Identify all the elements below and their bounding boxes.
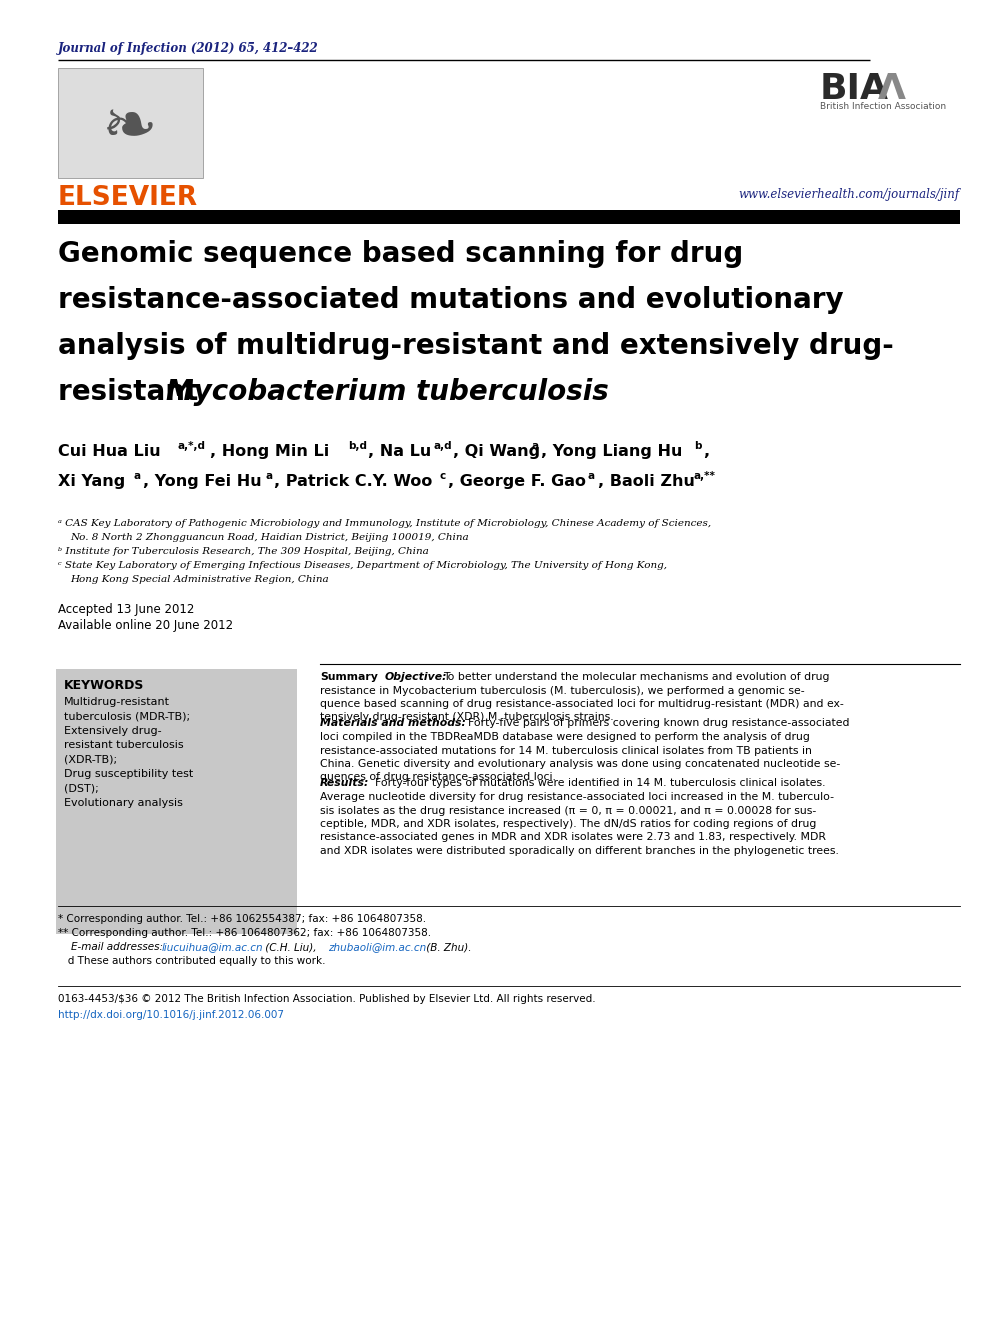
- Bar: [58, 67, 203, 179]
- Text: Forty-five pairs of primers covering known drug resistance-associated: Forty-five pairs of primers covering kno…: [468, 718, 849, 729]
- Text: ** Corresponding author. Tel.: +86 1064807362; fax: +86 1064807358.: ** Corresponding author. Tel.: +86 10648…: [58, 927, 432, 938]
- Text: c: c: [439, 471, 445, 482]
- Text: British Infection Association: British Infection Association: [820, 102, 946, 111]
- Text: Materials and methods:: Materials and methods:: [320, 718, 466, 729]
- Text: , Na Lu: , Na Lu: [368, 445, 432, 459]
- Text: , Yong Fei Hu: , Yong Fei Hu: [143, 474, 262, 490]
- Text: Xi Yang: Xi Yang: [58, 474, 125, 490]
- Text: Cui Hua Liu: Cui Hua Liu: [58, 445, 161, 459]
- Text: Summary: Summary: [320, 672, 378, 681]
- Text: Available online 20 June 2012: Available online 20 June 2012: [58, 619, 233, 632]
- Text: b,d: b,d: [348, 441, 367, 451]
- Text: resistance-associated genes in MDR and XDR isolates were 2.73 and 1.83, respecti: resistance-associated genes in MDR and X…: [320, 832, 826, 843]
- Text: zhubaoli@im.ac.cn: zhubaoli@im.ac.cn: [328, 942, 427, 953]
- Text: ᵇ Institute for Tuberculosis Research, The 309 Hospital, Beijing, China: ᵇ Institute for Tuberculosis Research, T…: [58, 546, 429, 556]
- Text: liucuihua@im.ac.cn: liucuihua@im.ac.cn: [162, 942, 264, 953]
- Text: and XDR isolates were distributed sporadically on different branches in the phyl: and XDR isolates were distributed sporad…: [320, 845, 839, 856]
- Text: (B. Zhu).: (B. Zhu).: [423, 942, 471, 953]
- Text: , Patrick C.Y. Woo: , Patrick C.Y. Woo: [274, 474, 433, 490]
- Text: resistant: resistant: [58, 378, 208, 406]
- Text: resistance-associated mutations for 14 M. tuberculosis clinical isolates from TB: resistance-associated mutations for 14 M…: [320, 745, 811, 755]
- Bar: [56, 669, 297, 934]
- Text: ,: ,: [703, 445, 709, 459]
- Text: (C.H. Liu),: (C.H. Liu),: [262, 942, 319, 953]
- Text: a: a: [265, 471, 272, 482]
- Text: Objective:: Objective:: [385, 672, 447, 681]
- Bar: [58, 210, 960, 224]
- Text: China. Genetic diversity and evolutionary analysis was done using concatenated n: China. Genetic diversity and evolutionar…: [320, 759, 840, 769]
- Text: http://dx.doi.org/10.1016/j.jinf.2012.06.007: http://dx.doi.org/10.1016/j.jinf.2012.06…: [58, 1009, 284, 1020]
- Text: , Hong Min Li: , Hong Min Li: [210, 445, 329, 459]
- Text: tensively drug-resistant (XDR) M. tuberculosis strains.: tensively drug-resistant (XDR) M. tuberc…: [320, 713, 614, 722]
- Text: BIA: BIA: [820, 71, 889, 106]
- Text: ceptible, MDR, and XDR isolates, respectively). The dN/dS ratios for coding regi: ceptible, MDR, and XDR isolates, respect…: [320, 819, 816, 830]
- Text: Average nucleotide diversity for drug resistance-associated loci increased in th: Average nucleotide diversity for drug re…: [320, 792, 834, 802]
- Text: a,**: a,**: [693, 471, 715, 482]
- Text: a,*,d: a,*,d: [178, 441, 206, 451]
- Text: E-mail addresses:: E-mail addresses:: [58, 942, 167, 953]
- Text: KEYWORDS: KEYWORDS: [64, 679, 145, 692]
- Text: a,d: a,d: [433, 441, 451, 451]
- Text: No. 8 North 2 Zhongguancun Road, Haidian District, Beijing 100019, China: No. 8 North 2 Zhongguancun Road, Haidian…: [70, 533, 468, 542]
- Text: , Baoli Zhu: , Baoli Zhu: [598, 474, 694, 490]
- Text: , Yong Liang Hu: , Yong Liang Hu: [541, 445, 682, 459]
- Text: 0163-4453/$36 © 2012 The British Infection Association. Published by Elsevier Lt: 0163-4453/$36 © 2012 The British Infecti…: [58, 994, 595, 1004]
- Text: a: a: [134, 471, 141, 482]
- Text: a: a: [588, 471, 595, 482]
- Text: Forty-four types of mutations were identified in 14 M. tuberculosis clinical iso: Forty-four types of mutations were ident…: [375, 778, 825, 789]
- Text: Results:: Results:: [320, 778, 369, 789]
- Text: To better understand the molecular mechanisms and evolution of drug: To better understand the molecular mecha…: [443, 672, 829, 681]
- Text: d These authors contributed equally to this work.: d These authors contributed equally to t…: [58, 957, 325, 966]
- Text: www.elsevierhealth.com/journals/jinf: www.elsevierhealth.com/journals/jinf: [739, 188, 960, 201]
- Text: * Corresponding author. Tel.: +86 1062554387; fax: +86 1064807358.: * Corresponding author. Tel.: +86 106255…: [58, 914, 427, 923]
- Text: Hong Kong Special Administrative Region, China: Hong Kong Special Administrative Region,…: [70, 576, 328, 583]
- Text: analysis of multidrug-resistant and extensively drug-: analysis of multidrug-resistant and exte…: [58, 332, 894, 360]
- Text: quences of drug resistance-associated loci.: quences of drug resistance-associated lo…: [320, 773, 556, 782]
- Text: , George F. Gao: , George F. Gao: [448, 474, 586, 490]
- Text: a: a: [531, 441, 538, 451]
- Text: Mycobacterium tuberculosis: Mycobacterium tuberculosis: [166, 378, 609, 406]
- Text: b: b: [694, 441, 701, 451]
- Text: loci compiled in the TBDReaMDB database were designed to perform the analysis of: loci compiled in the TBDReaMDB database …: [320, 732, 809, 742]
- Text: Genomic sequence based scanning for drug: Genomic sequence based scanning for drug: [58, 239, 743, 269]
- Text: ELSEVIER: ELSEVIER: [58, 185, 198, 210]
- Text: ᶜ State Key Laboratory of Emerging Infectious Diseases, Department of Microbiolo: ᶜ State Key Laboratory of Emerging Infec…: [58, 561, 667, 570]
- Text: Multidrug-resistant
tuberculosis (MDR-TB);
Extensively drug-
resistant tuberculo: Multidrug-resistant tuberculosis (MDR-TB…: [64, 697, 193, 808]
- Text: resistance-associated mutations and evolutionary: resistance-associated mutations and evol…: [58, 286, 843, 314]
- Text: , Qi Wang: , Qi Wang: [453, 445, 540, 459]
- Text: quence based scanning of drug resistance-associated loci for multidrug-resistant: quence based scanning of drug resistance…: [320, 699, 844, 709]
- Text: Journal of Infection (2012) 65, 412–422: Journal of Infection (2012) 65, 412–422: [58, 42, 318, 56]
- Text: Λ: Λ: [878, 71, 906, 106]
- Text: sis isolates as the drug resistance increased (π = 0, π = 0.00021, and π = 0.000: sis isolates as the drug resistance incr…: [320, 806, 816, 815]
- Text: ❧: ❧: [102, 95, 158, 161]
- Text: resistance in Mycobacterium tuberculosis (M. tuberculosis), we performed a genom: resistance in Mycobacterium tuberculosis…: [320, 685, 805, 696]
- Text: Accepted 13 June 2012: Accepted 13 June 2012: [58, 603, 194, 617]
- Text: ᵃ CAS Key Laboratory of Pathogenic Microbiology and Immunology, Institute of Mic: ᵃ CAS Key Laboratory of Pathogenic Micro…: [58, 519, 711, 528]
